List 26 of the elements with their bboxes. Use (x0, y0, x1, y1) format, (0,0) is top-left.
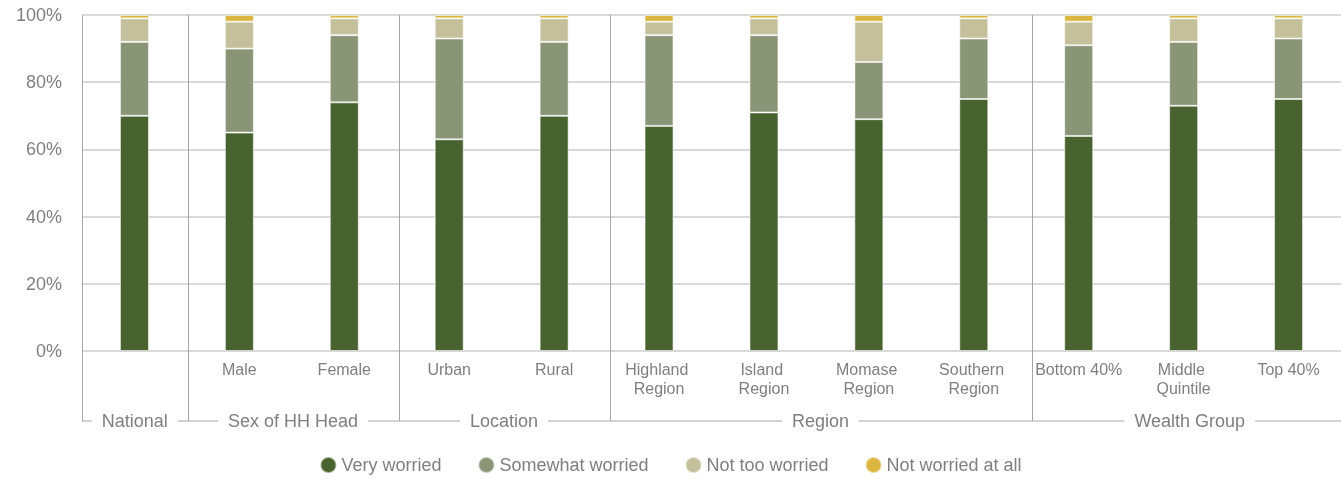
y-tick-label: 80% (25, 72, 62, 93)
text: Location (469, 411, 539, 431)
x-tick-label: Top 40% (1257, 361, 1320, 378)
x-tick-label: Female (317, 361, 372, 378)
x-tick-label: Momase Region (835, 361, 902, 397)
x-tick-label: Urban (427, 361, 471, 378)
legend-label: Very worried (341, 455, 442, 475)
y-tick-label: 40% (25, 206, 62, 227)
legend-label: Not worried at all (886, 455, 1022, 475)
y-tick-label: 100% (15, 5, 62, 25)
text: Sex of HH Head (227, 411, 359, 431)
y-tick-label: 0% (35, 341, 62, 361)
x-tick-label: Male (222, 361, 257, 378)
text: National (101, 411, 168, 431)
legend-label: Not too worried (706, 455, 829, 475)
text: Region (791, 411, 850, 431)
x-tick-label: Island Region (738, 361, 790, 397)
x-tick-label: Highland Region (625, 361, 693, 397)
text: Wealth Group (1134, 411, 1246, 431)
y-tick-label: 20% (25, 273, 62, 294)
legend-label: Somewhat worried (499, 455, 649, 475)
x-tick-label: Middle Quintile (1156, 361, 1211, 397)
x-tick-label: Rural (535, 361, 574, 378)
y-tick-label: 60% (25, 139, 62, 160)
x-tick-label: Bottom 40% (1035, 361, 1123, 378)
x-tick-label: Southern Region (939, 361, 1009, 397)
